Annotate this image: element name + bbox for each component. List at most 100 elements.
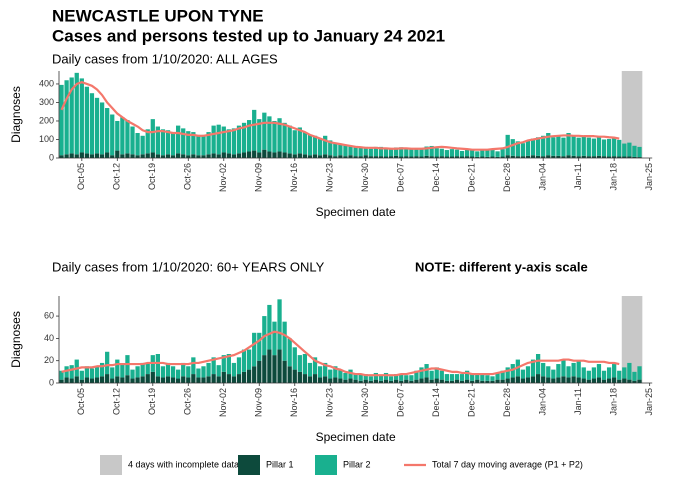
bar: [211, 374, 216, 383]
bar: [155, 376, 160, 383]
bar: [556, 364, 561, 378]
bar: [373, 379, 379, 383]
x-tick-label: Nov-30: [360, 163, 370, 192]
bar: [206, 132, 211, 155]
y-tick-label: 0: [49, 377, 54, 387]
bar: [530, 138, 536, 156]
bar: [424, 146, 429, 156]
legend-label: Pillar 2: [343, 459, 371, 469]
bar: [419, 367, 424, 379]
bar: [581, 367, 586, 379]
incomplete-shade: [631, 71, 638, 158]
bar: [475, 379, 480, 383]
bar: [201, 134, 206, 156]
bar: [191, 132, 196, 155]
bar: [632, 380, 637, 383]
bar: [196, 368, 201, 378]
bar: [328, 140, 333, 156]
x-tick-label: Nov-23: [325, 388, 335, 417]
bar: [216, 365, 221, 377]
bar: [470, 150, 475, 157]
bar: [216, 154, 221, 158]
bar: [105, 374, 110, 383]
bar: [79, 152, 84, 158]
bar: [596, 364, 602, 378]
bar: [338, 378, 343, 383]
x-tick-label: Jan-18: [609, 163, 619, 191]
bar: [135, 366, 140, 378]
bar: [459, 156, 465, 158]
bar: [490, 150, 495, 157]
bar: [515, 141, 520, 157]
bar: [257, 360, 262, 383]
bar: [419, 148, 424, 157]
bar: [586, 137, 591, 157]
bar: [89, 93, 95, 155]
bar: [74, 376, 79, 383]
bar: [226, 354, 231, 375]
bar: [470, 374, 475, 381]
bar: [272, 152, 277, 158]
bar: [373, 372, 379, 380]
bar: [297, 355, 302, 372]
bar: [388, 156, 394, 158]
bar: [571, 362, 576, 377]
y-tick-label: 400: [39, 78, 54, 88]
bar: [546, 366, 551, 378]
bar: [419, 156, 424, 158]
bar: [328, 155, 333, 158]
bar: [353, 374, 358, 380]
x-tick-label: Dec-14: [431, 163, 441, 192]
bar: [125, 120, 130, 154]
panel-title: Daily cases from 1/10/2020: ALL AGES: [52, 51, 278, 66]
bar: [221, 126, 226, 153]
bar: [79, 78, 84, 153]
bar: [333, 377, 338, 383]
bar: [125, 355, 130, 376]
bar: [257, 152, 262, 158]
x-tick-label: Dec-21: [467, 163, 477, 192]
bar: [444, 156, 449, 158]
bar: [160, 155, 166, 158]
bar: [277, 118, 282, 152]
bar: [312, 135, 318, 155]
bar: [231, 154, 237, 158]
bar: [267, 151, 272, 158]
bar: [353, 156, 358, 158]
bar: [84, 86, 90, 154]
bar: [105, 108, 110, 153]
bar: [84, 153, 90, 158]
bar: [601, 379, 607, 383]
bar: [165, 154, 171, 158]
bar: [449, 149, 455, 157]
bar: [348, 145, 353, 156]
bar: [383, 148, 389, 157]
bar: [328, 378, 333, 383]
bar: [394, 379, 399, 383]
bar: [439, 148, 444, 157]
bar: [302, 354, 308, 375]
bar: [282, 321, 287, 361]
bar: [475, 151, 480, 157]
bar: [140, 154, 145, 158]
bar: [328, 369, 333, 379]
bar: [591, 138, 597, 157]
bar: [581, 378, 586, 383]
bar: [566, 133, 571, 156]
bar: [480, 374, 485, 381]
bar: [236, 374, 242, 383]
bar: [576, 377, 581, 383]
bar: [399, 380, 404, 383]
bar: [388, 376, 394, 381]
bar: [110, 378, 115, 383]
bar: [201, 377, 206, 383]
y-tick-label: 300: [39, 97, 54, 107]
x-tick-label: Nov-16: [289, 388, 299, 417]
bar: [617, 370, 622, 380]
bar: [84, 366, 90, 378]
bar: [622, 156, 627, 158]
bar: [368, 376, 373, 381]
incomplete-shade: [636, 71, 643, 158]
y-tick-label: 200: [39, 115, 54, 125]
bar: [363, 155, 368, 158]
